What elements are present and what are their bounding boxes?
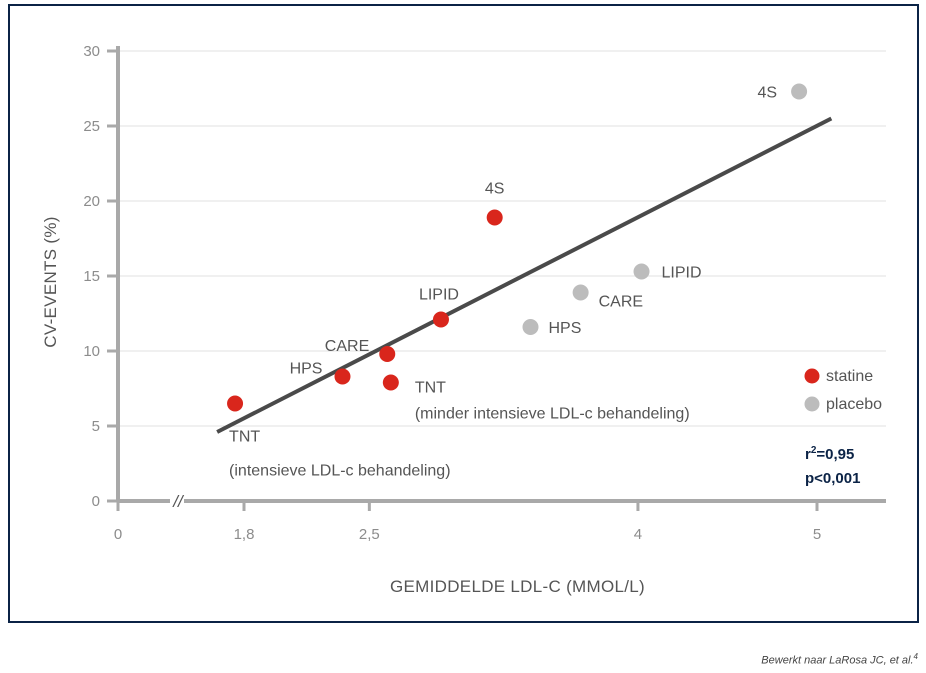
- statine-point-care: [379, 346, 396, 362]
- y-tick-label-6: 30: [83, 43, 100, 60]
- statine-label-care: CARE: [325, 338, 369, 355]
- statine-point-tnt: [227, 395, 244, 412]
- x-axis-title: GEMIDDELDE LDL-C (MMOL/L): [390, 577, 645, 596]
- p-value-annotation: p<0,001: [805, 470, 860, 487]
- legend-marker-statine: [804, 368, 820, 384]
- x-tick-label-1: 1,8: [234, 526, 255, 543]
- statine-label-lipid: LIPID: [419, 287, 459, 304]
- x-axis-break-gap: [170, 495, 184, 507]
- statine-label-tnt: TNT: [229, 429, 260, 446]
- statine-point-hps: [334, 368, 351, 385]
- statine-point-tnt: [382, 374, 399, 391]
- source-citation-text: Bewerkt naar LaRosa JC, et al.: [761, 654, 914, 667]
- statine-label-hps: HPS: [290, 361, 323, 378]
- statine-label-4s: 4S: [485, 181, 505, 198]
- legend: statine placebo: [804, 368, 882, 413]
- statine-point-4s: [486, 209, 503, 226]
- legend-label-placebo: placebo: [826, 396, 882, 413]
- source-citation-superscript: 4: [913, 652, 918, 661]
- y-axis-title: CV-EVENTS (%): [41, 216, 60, 347]
- statine-label-tnt: TNT: [415, 380, 446, 397]
- x-tick-label-4: 5: [813, 526, 821, 543]
- point-labels: TNT(intensieve LDL-c behandeling)HPSCARE…: [229, 85, 777, 480]
- r-squared-value: =0,95: [816, 446, 854, 463]
- scatter-chart: 0 5 10 15 20 25 30 0 1,8 2,5 4 5 // TNT (intensieve L…: [41, 43, 886, 596]
- placebo-label-4s: 4S: [758, 85, 778, 102]
- r-squared-annotation: r2=0,95: [805, 445, 854, 463]
- placebo-label-hps: HPS: [549, 320, 582, 337]
- y-tick-label-1: 5: [92, 418, 100, 435]
- y-tick-label-5: 25: [83, 118, 100, 135]
- trendline-group: [216, 116, 833, 434]
- r-squared-exponent: 2: [811, 445, 817, 456]
- x-tick-label-2: 2,5: [359, 526, 380, 543]
- x-tick-label-0: 0: [114, 526, 122, 543]
- legend-marker-placebo: [804, 396, 820, 412]
- statine-sublabel-tnt: (intensieve LDL-c behandeling): [229, 463, 450, 480]
- r-squared-base: r: [805, 446, 811, 463]
- x-tick-label-3: 4: [634, 526, 642, 543]
- y-tick-label-3: 15: [83, 268, 100, 285]
- y-tick-label-4: 20: [83, 193, 100, 210]
- statine-point-lipid: [432, 311, 449, 328]
- placebo-point-4s: [791, 83, 808, 100]
- statine-sublabel-tnt: (minder intensieve LDL-c behandeling): [415, 406, 690, 423]
- y-tick-label-2: 10: [83, 343, 100, 360]
- x-axis-break: //: [170, 492, 185, 511]
- placebo-point-lipid: [633, 263, 650, 280]
- statistics-annotation: r2=0,95 p<0,001: [805, 445, 860, 487]
- regression-line: [216, 116, 833, 434]
- chart-frame: 0 5 10 15 20 25 30 0 1,8 2,5 4 5 // TNT (intensieve L…: [8, 4, 919, 623]
- legend-label-statine: statine: [826, 368, 873, 385]
- source-citation: Bewerkt naar LaRosa JC, et al.4: [761, 652, 918, 667]
- placebo-point-care: [572, 284, 589, 301]
- placebo-label-care: CARE: [599, 294, 643, 311]
- gridlines: [118, 50, 886, 427]
- y-tick-label-0: 0: [92, 493, 100, 510]
- placebo-point-hps: [522, 319, 539, 335]
- x-axis-break-symbol: //: [172, 492, 185, 511]
- placebo-label-lipid: LIPID: [662, 265, 702, 282]
- data-points: [227, 83, 808, 412]
- axes: 0 5 10 15 20 25 30 0 1,8 2,5 4 5 //: [83, 43, 886, 543]
